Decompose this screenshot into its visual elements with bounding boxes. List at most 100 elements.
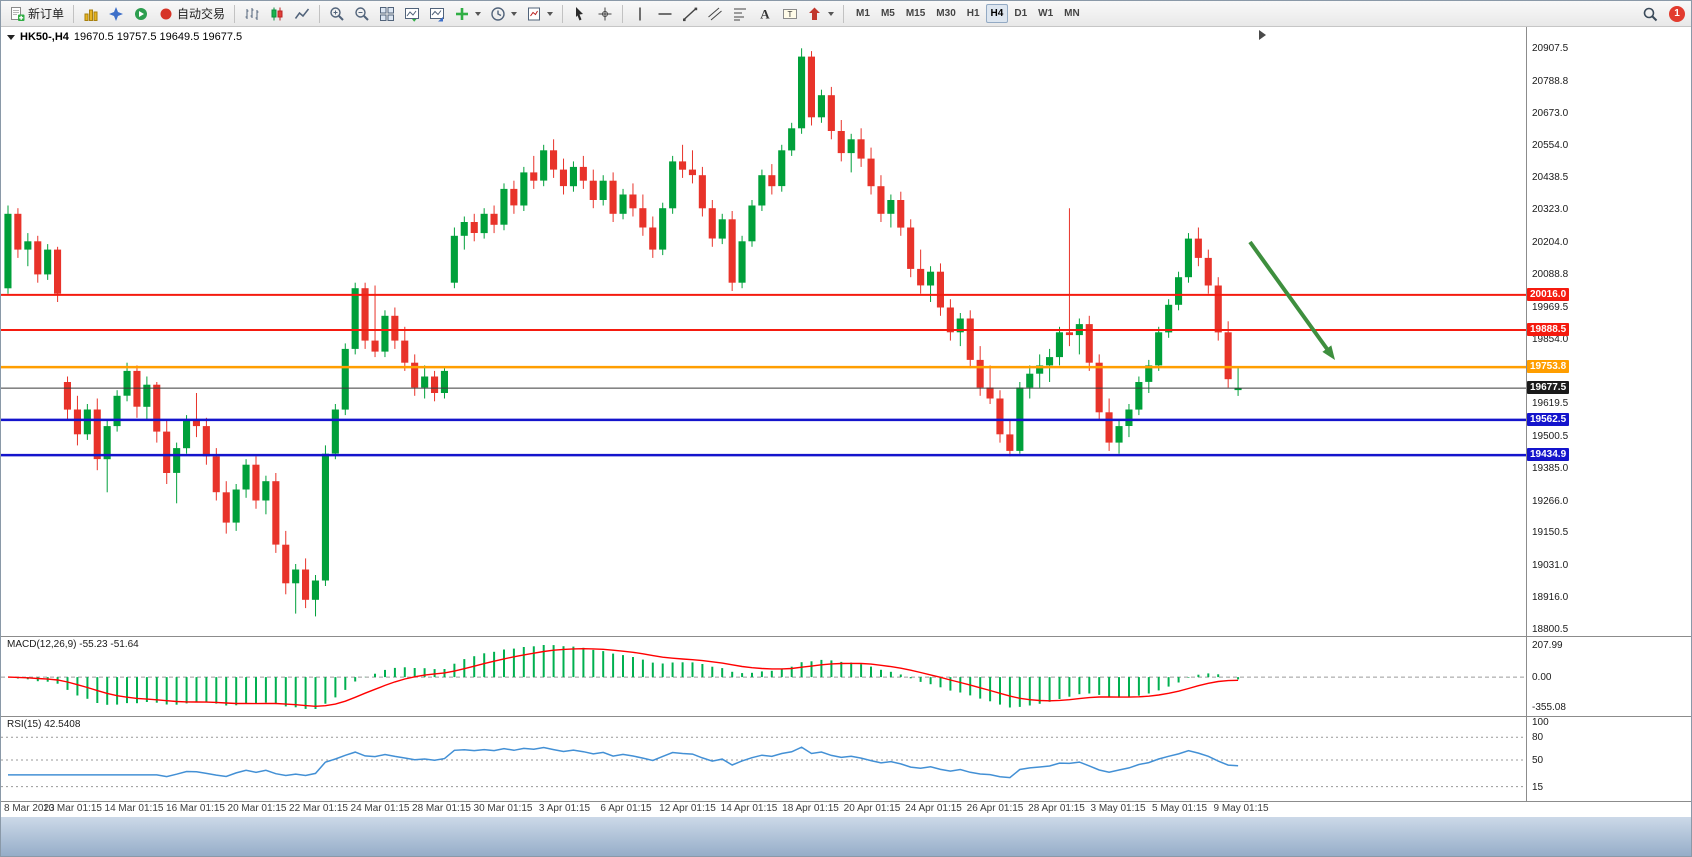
equidistant-channel-icon (708, 7, 722, 20)
auto-scroll-button[interactable] (400, 3, 424, 25)
panel-divider[interactable] (1, 716, 1691, 717)
zoom-out-button[interactable] (350, 3, 374, 25)
price-axis-label: 20673.0 (1532, 107, 1569, 119)
timeframe-button-m30[interactable]: M30 (931, 4, 960, 23)
time-axis-label: 5 May 01:15 (1151, 803, 1208, 814)
terminal-button[interactable] (129, 3, 153, 25)
status-strip (1, 817, 1691, 856)
candlestick-chart-button[interactable] (265, 3, 289, 25)
time-axis-label: 10 Mar 01:15 (43, 803, 102, 814)
ohlc-values: 19670.5 19757.5 19649.5 19677.5 (73, 31, 243, 43)
macd-axis-label: -355.08 (1532, 702, 1566, 713)
time-axis-label: 6 Apr 01:15 (600, 803, 652, 814)
navigator-icon (109, 6, 124, 21)
time-axis-label: 20 Apr 01:15 (843, 803, 901, 814)
price-tag: 19434.9 (1527, 448, 1570, 462)
fibonacci-button[interactable] (728, 3, 752, 25)
price-axis-label: 20323.0 (1532, 204, 1569, 216)
line-chart-button[interactable] (290, 3, 314, 25)
timeframe-button-mn[interactable]: MN (1059, 4, 1085, 23)
auto-scroll-icon (405, 7, 420, 22)
toolbar: 新订单 自动交易 (1, 1, 1691, 27)
main-price-chart[interactable] (1, 27, 1526, 637)
line-chart-icon (294, 8, 310, 19)
time-axis[interactable]: 8 Mar 2023 10 Mar 01:15 14 Mar 01:15 16 Mar… (1, 802, 1526, 817)
price-axis-label: 19150.5 (1532, 527, 1569, 539)
trend-arrow-object (1248, 240, 1335, 360)
rsi-line (8, 746, 1239, 779)
timeframe-button-w1[interactable]: W1 (1033, 4, 1058, 23)
toolbar-separator (622, 4, 624, 23)
new-order-button[interactable]: 新订单 (5, 3, 68, 25)
price-axis-label: 19266.0 (1532, 495, 1569, 507)
market-watch-button[interactable] (79, 3, 103, 25)
equidistant-channel-button[interactable] (703, 3, 727, 25)
search-icon (1643, 7, 1658, 21)
templates-button[interactable] (522, 3, 557, 25)
bar-chart-icon (245, 7, 259, 20)
crosshair-button[interactable] (593, 3, 617, 25)
time-axis-label: 26 Apr 01:15 (966, 803, 1024, 814)
macd-panel[interactable] (1, 637, 1526, 717)
navigator-button[interactable] (104, 3, 128, 25)
new-order-label: 新订单 (28, 7, 65, 21)
panel-divider[interactable] (1, 636, 1691, 637)
price-axis-label: 19031.0 (1532, 560, 1569, 572)
timeframe-button-h1[interactable]: H1 (962, 4, 985, 23)
time-axis-label: 8 Mar 2023 (4, 803, 55, 814)
chart-shift-icon (430, 7, 445, 21)
symbol-info: HK50-,H4 19670.5 19757.5 19649.5 19677.5 (7, 31, 242, 43)
horizontal-line-button[interactable] (653, 3, 677, 25)
time-axis-label: 3 May 01:15 (1090, 803, 1146, 814)
trendline-button[interactable] (678, 3, 702, 25)
time-axis-label: 28 Mar 01:15 (412, 803, 471, 814)
price-axis-label: 19385.0 (1532, 462, 1569, 474)
timeframe-button-m1[interactable]: M1 (851, 4, 875, 23)
time-axis-label: 16 Mar 01:15 (166, 803, 225, 814)
horizontal-line-icon (658, 12, 672, 15)
candlestick-chart-icon (271, 7, 283, 20)
price-tag: 19888.5 (1527, 322, 1570, 336)
text-icon: A (760, 6, 770, 21)
text-button[interactable]: A (753, 3, 777, 25)
cursor-button[interactable] (568, 3, 592, 25)
vertical-line-button[interactable] (628, 3, 652, 25)
bar-chart-button[interactable] (240, 3, 264, 25)
autotrading-button[interactable]: 自动交易 (154, 3, 229, 25)
price-axis-label: 18800.5 (1532, 624, 1569, 635)
market-watch-icon (84, 9, 98, 21)
macd-axis-label: 0.00 (1532, 672, 1552, 684)
symbol-dropdown-icon[interactable] (7, 34, 15, 40)
toolbar-separator (843, 4, 845, 23)
timeframe-button-h4[interactable]: H4 (985, 4, 1009, 23)
chevron-down-icon (828, 11, 835, 16)
terminal-icon (135, 7, 148, 20)
text-label-icon: T (783, 8, 798, 19)
periods-button[interactable] (486, 3, 521, 25)
notification-count: 1 (1674, 7, 1680, 19)
text-label-button[interactable]: T (778, 3, 802, 25)
time-axis-label: 12 Apr 01:15 (659, 803, 716, 814)
search-button[interactable] (1638, 3, 1662, 25)
timeframe-button-m15[interactable]: M15 (901, 4, 930, 23)
price-axis-label: 19854.0 (1532, 333, 1569, 345)
timeframe-button-d1[interactable]: D1 (1009, 4, 1032, 23)
arrow-objects-icon (809, 7, 821, 20)
chart-shift-button[interactable] (425, 3, 449, 25)
indicators-button[interactable] (450, 3, 485, 25)
chevron-down-icon (511, 11, 518, 16)
indicators-icon (456, 7, 469, 20)
arrow-objects-button[interactable] (803, 3, 838, 25)
notification-badge[interactable]: 1 (1669, 5, 1685, 22)
zoom-in-button[interactable] (325, 3, 349, 25)
vertical-line-icon (639, 7, 641, 20)
time-axis-label: 24 Mar 01:15 (350, 803, 410, 814)
rsi-panel[interactable] (1, 717, 1526, 801)
macd-values: -55.23 -51.64 (79, 639, 139, 650)
tile-windows-button[interactable] (375, 3, 399, 25)
timeframe-button-m5[interactable]: M5 (876, 4, 900, 23)
zoom-out-icon (355, 6, 369, 21)
price-axis-label: 19500.5 (1532, 430, 1569, 442)
price-tag: 19562.5 (1527, 412, 1570, 426)
